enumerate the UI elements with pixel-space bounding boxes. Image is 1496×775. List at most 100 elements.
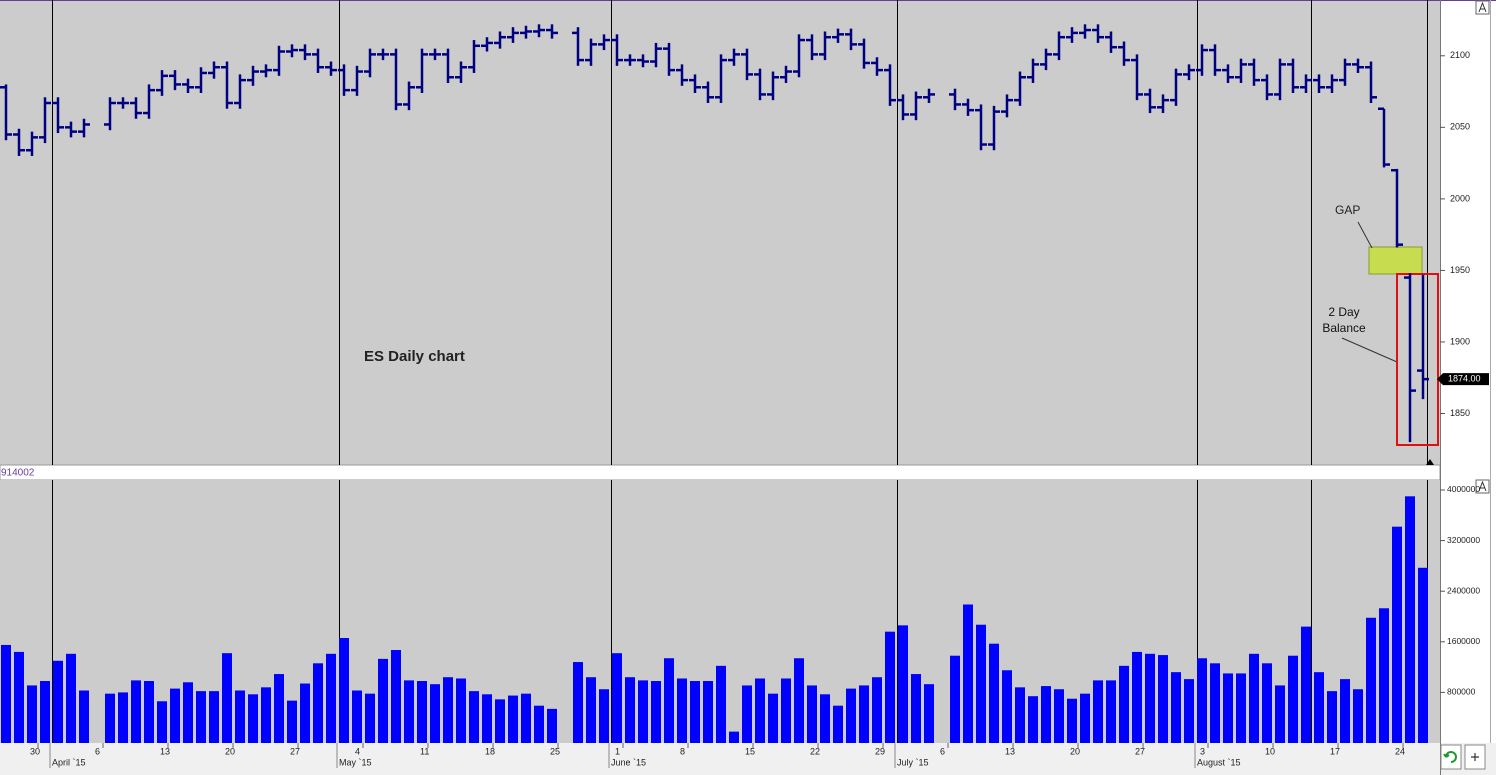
volume-bar (365, 693, 375, 743)
volume-bar (1080, 693, 1090, 743)
volume-bar (872, 677, 882, 743)
volume-bar (1379, 608, 1389, 743)
gap-annotation: GAP (1335, 203, 1360, 217)
y-tick-label: 1900 (1450, 336, 1470, 346)
y-tick-label: 2100 (1450, 50, 1470, 60)
volume-bar (287, 700, 297, 743)
volume-bar (1249, 653, 1259, 743)
volume-bar (469, 691, 479, 743)
last-price-label: 1874.00 (1448, 374, 1481, 384)
volume-bar (313, 663, 323, 743)
volume-bar (534, 705, 544, 743)
volume-bar (989, 643, 999, 743)
volume-bar (820, 694, 830, 743)
volume-bar (27, 685, 37, 743)
volume-bar (716, 665, 726, 743)
volume-bar (612, 653, 622, 743)
volume-bar (768, 693, 778, 743)
volume-bar (14, 651, 24, 743)
balance-box (1396, 273, 1439, 446)
volume-bar (430, 684, 440, 743)
volume-bar (1236, 673, 1246, 743)
volume-bar (482, 694, 492, 743)
x-tick-label: 22 (810, 746, 820, 756)
y-tick-label: 1600000 (1447, 636, 1480, 646)
volume-bar (352, 690, 362, 743)
volume-bar (1015, 687, 1025, 743)
volume-bar (1028, 696, 1038, 743)
x-tick-label: 13 (1005, 746, 1015, 756)
volume-bar (404, 680, 414, 743)
volume-bar (274, 674, 284, 743)
volume-bar (651, 681, 661, 743)
volume-bar (53, 660, 63, 743)
volume-bar (443, 677, 453, 743)
volume-bar (664, 658, 674, 743)
price-axis-area (1440, 0, 1496, 465)
chart-title: ES Daily chart (364, 348, 465, 365)
x-tick-label: 11 (420, 746, 429, 756)
volume-bar (235, 690, 245, 743)
month-label: June `15 (611, 757, 646, 767)
refresh-button[interactable] (1440, 744, 1462, 770)
volume-bar (118, 692, 128, 743)
x-tick-label: 27 (1135, 746, 1145, 756)
volume-bar (898, 625, 908, 743)
volume-bar (456, 678, 466, 743)
x-tick-label: 1 (615, 746, 620, 756)
volume-bar (339, 638, 349, 743)
volume-bar (1171, 672, 1181, 743)
y-tick-label: 2000 (1450, 193, 1470, 203)
volume-bar (261, 687, 271, 743)
volume-bar (1184, 679, 1194, 743)
volume-bar (729, 731, 739, 743)
y-tick-label: 1950 (1450, 265, 1470, 275)
y-tick-label: 2050 (1450, 122, 1470, 132)
x-tick-label: 20 (225, 746, 235, 756)
volume-bar (1210, 663, 1220, 743)
volume-bar (79, 690, 89, 743)
y-tick-label: 3200000 (1447, 535, 1480, 545)
volume-bar (950, 655, 960, 743)
volume-bar (638, 680, 648, 743)
volume-bar (131, 680, 141, 743)
x-tick-label: 24 (1395, 746, 1405, 756)
x-tick-label: 13 (160, 746, 170, 756)
volume-bar (1197, 658, 1207, 743)
x-tick-label: 6 (940, 746, 945, 756)
volume-bar (1353, 689, 1363, 743)
y-tick-label: 2400000 (1447, 585, 1480, 595)
volume-bar (1288, 655, 1298, 743)
month-label: August `15 (1197, 757, 1241, 767)
volume-bar (1405, 496, 1415, 743)
volume-bar (976, 624, 986, 743)
volume-bar (378, 658, 388, 743)
volume-bar (1132, 651, 1142, 743)
volume-bar (40, 681, 50, 743)
add-icon (1471, 753, 1479, 761)
last-price-tag (1437, 373, 1489, 386)
volume-bar (924, 684, 934, 743)
volume-bar (1041, 686, 1051, 743)
volume-bar (495, 699, 505, 743)
volume-bar (625, 677, 635, 743)
volume-bar (521, 693, 531, 743)
volume-label: 914002 (1, 468, 35, 479)
volume-bar (547, 708, 557, 743)
volume-bar (586, 677, 596, 743)
current-marker (1426, 459, 1434, 465)
month-label: May `15 (339, 757, 372, 767)
volume-bar (1093, 680, 1103, 743)
volume-bar (1275, 685, 1285, 743)
period-lines (52, 0, 1428, 743)
volume-bar (807, 685, 817, 743)
volume-bar (144, 681, 154, 743)
volume-bar (105, 693, 115, 743)
x-tick-label: 17 (1330, 746, 1340, 756)
volume-bar (1327, 691, 1337, 743)
chart-controls (1440, 0, 1490, 770)
volume-bar (417, 681, 427, 743)
volume-bar (248, 694, 258, 743)
x-tick-label: 30 (30, 746, 40, 756)
